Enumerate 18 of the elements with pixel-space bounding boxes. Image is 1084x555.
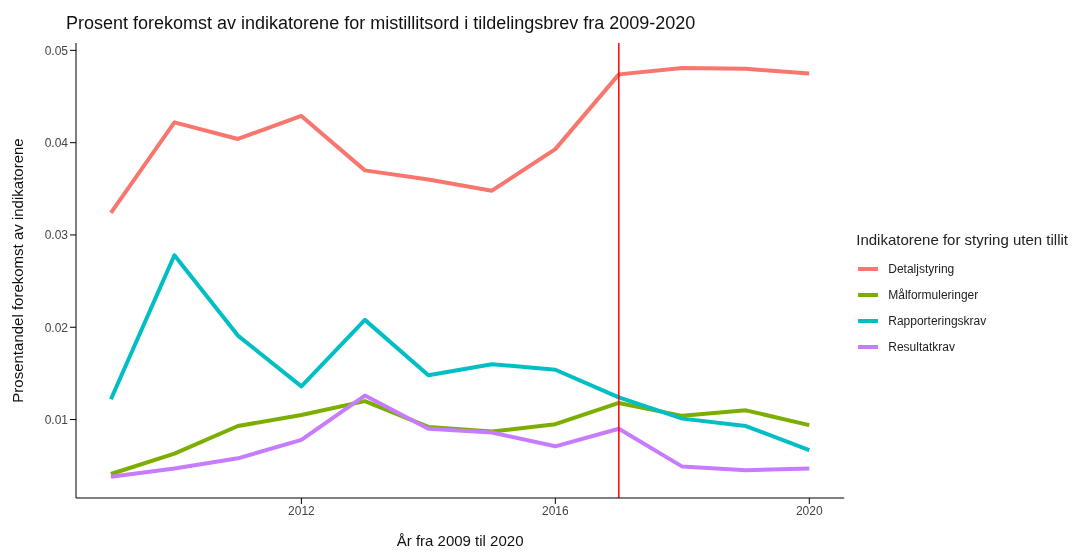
y-tick-label: 0.02 (44, 320, 69, 335)
legend-label: Målformuleringer (887, 287, 980, 304)
y-tick-label: 0.04 (44, 135, 69, 150)
line-series (108, 65, 812, 215)
y-axis-title: Prosentandel forekomst av indikatorene (9, 138, 27, 403)
x-tick-label: 2020 (795, 503, 823, 518)
legend-title: Indikatorene for styring uten tillit (856, 231, 1068, 248)
y-tick-label: 0.03 (44, 228, 69, 243)
chart-title: Prosent forekomst av indikatorene for mistillitsord i tildelingsbrev fra 2009-2020 (65, 12, 697, 35)
line-series (108, 253, 812, 453)
legend-label: Detaljstyring (887, 261, 956, 278)
y-tick-label: 0.01 (44, 412, 69, 427)
y-tick-label: 0.05 (44, 43, 69, 58)
x-tick-label: 2016 (541, 503, 570, 518)
legend-label: Resultatkrav (887, 339, 956, 356)
x-tick-label: 2012 (288, 503, 316, 518)
x-axis-title: År fra 2009 til 2020 (396, 532, 524, 549)
legend-label: Rapporteringskrav (887, 313, 988, 330)
